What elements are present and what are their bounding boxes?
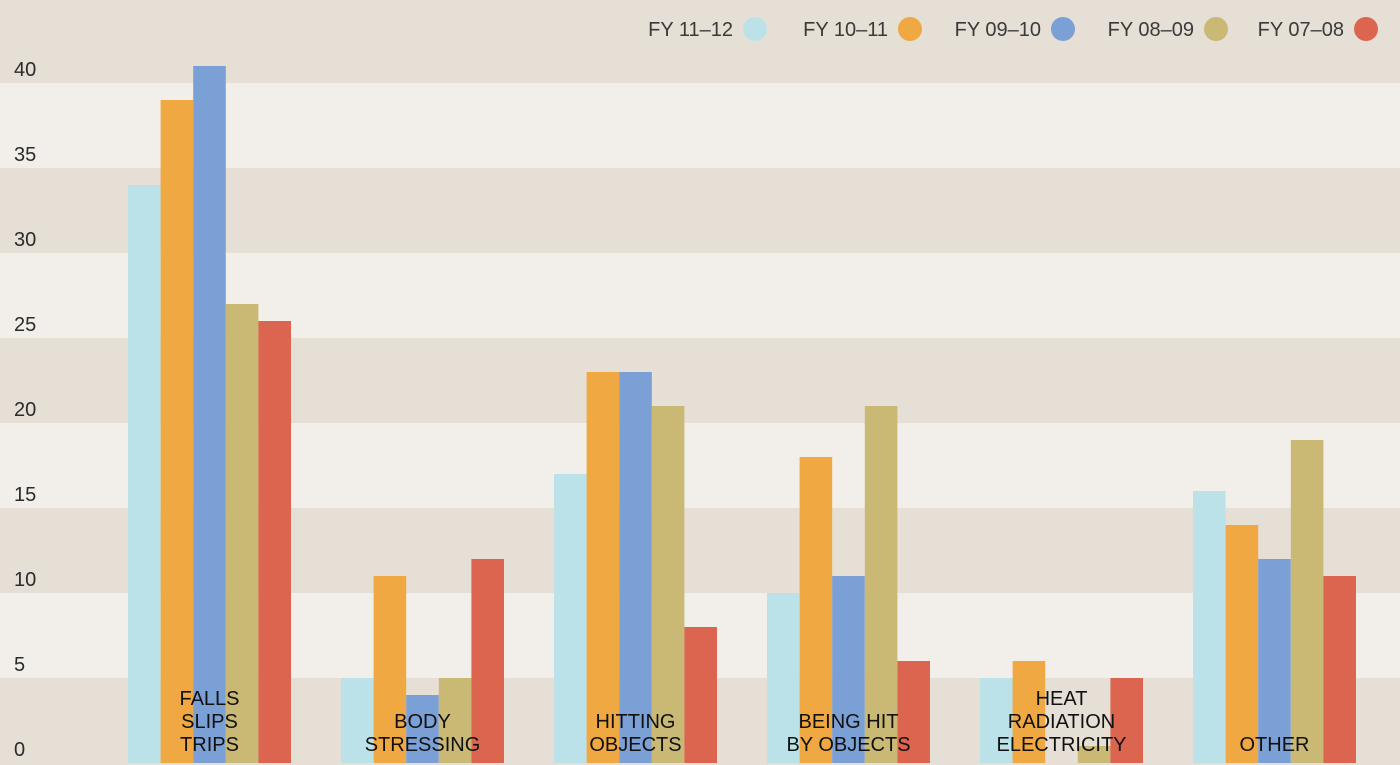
grid-band bbox=[0, 40, 1400, 83]
legend-swatch bbox=[1354, 17, 1378, 41]
legend-label: FY 10–11 bbox=[803, 19, 888, 41]
bar bbox=[864, 406, 898, 763]
bar bbox=[1258, 559, 1291, 763]
bar bbox=[619, 372, 652, 763]
y-tick-label: 15 bbox=[14, 484, 36, 506]
bar bbox=[832, 576, 865, 763]
bar bbox=[767, 593, 800, 763]
legend-swatch bbox=[1204, 17, 1228, 41]
category-label: HITTING OBJECTS bbox=[589, 711, 681, 756]
bar bbox=[471, 559, 504, 763]
category-label: BODY STRESSING bbox=[365, 711, 481, 756]
y-tick-label: 40 bbox=[14, 59, 36, 81]
bar bbox=[586, 372, 620, 763]
legend-label: FY 08–09 bbox=[1108, 19, 1194, 41]
bar bbox=[128, 185, 161, 763]
bar bbox=[1290, 440, 1324, 763]
bar bbox=[160, 100, 194, 763]
y-tick-label: 20 bbox=[14, 399, 36, 421]
bar bbox=[1110, 678, 1143, 763]
y-tick-label: 10 bbox=[14, 569, 36, 591]
legend-label: FY 11–12 bbox=[648, 19, 733, 41]
bar bbox=[258, 321, 291, 763]
category-label: OTHER bbox=[1240, 734, 1310, 756]
legend: FY 11–12 FY 10–11 FY 09–10 FY 08–09 FY 07–08 bbox=[648, 17, 1378, 41]
legend-swatch bbox=[743, 17, 767, 41]
bar bbox=[406, 695, 439, 763]
bar bbox=[193, 66, 226, 763]
category-label: FALLS SLIPS TRIPS bbox=[179, 688, 239, 756]
bar bbox=[341, 678, 374, 763]
bar bbox=[1193, 491, 1226, 763]
bar bbox=[438, 678, 472, 763]
y-tick-label: 35 bbox=[14, 144, 36, 166]
legend-label: FY 07–08 bbox=[1258, 19, 1344, 41]
bars bbox=[128, 66, 1356, 763]
category-label: HEAT RADIATION ELECTRICITY bbox=[996, 688, 1126, 756]
grid-band bbox=[0, 168, 1400, 253]
legend-label: FY 09–10 bbox=[955, 19, 1041, 41]
grid-band bbox=[0, 83, 1400, 168]
bar bbox=[980, 678, 1013, 763]
bar bbox=[225, 304, 259, 763]
bar bbox=[1012, 661, 1046, 763]
bar bbox=[684, 627, 717, 763]
bar bbox=[1077, 746, 1111, 763]
y-tick-label: 30 bbox=[14, 229, 36, 251]
legend-swatch bbox=[898, 17, 922, 41]
y-tick-label: 25 bbox=[14, 314, 36, 336]
y-tick-label: 0 bbox=[14, 739, 25, 761]
bar bbox=[897, 661, 930, 763]
bar bbox=[1225, 525, 1259, 763]
category-labels: FALLS SLIPS TRIPS BODY STRESSING HITTING OBJEC… bbox=[179, 688, 1309, 756]
y-tick-label: 5 bbox=[14, 654, 25, 676]
category-label: BEING HIT BY OBJECTS bbox=[786, 711, 910, 756]
bar bbox=[554, 474, 587, 763]
bar bbox=[1323, 576, 1356, 763]
bar bbox=[651, 406, 685, 763]
y-axis: 0 5 10 15 20 25 30 35 40 bbox=[14, 59, 36, 761]
legend-swatch bbox=[1051, 17, 1075, 41]
bar bbox=[799, 457, 833, 763]
bar bbox=[373, 576, 407, 763]
